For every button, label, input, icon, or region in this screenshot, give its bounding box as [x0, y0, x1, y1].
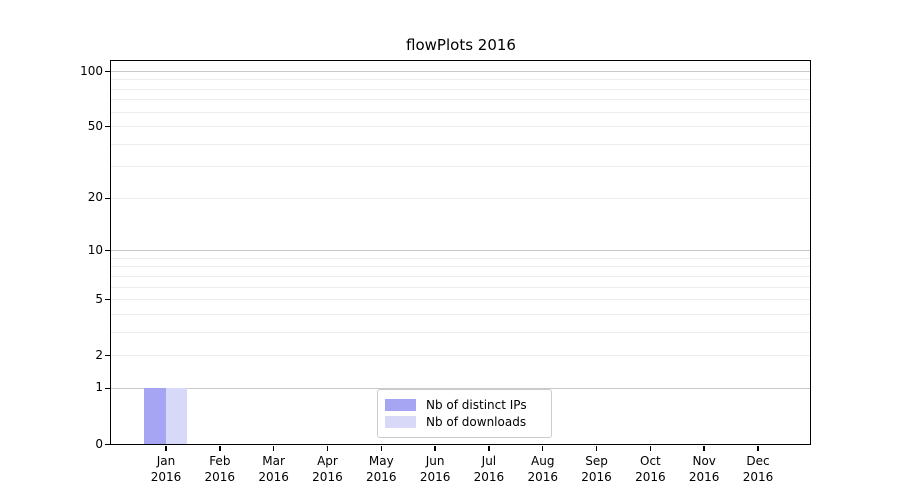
legend-swatch-distinct-ips [385, 398, 416, 411]
x-tick-mark-oct [649, 446, 652, 451]
x-tick-mark-feb [219, 446, 221, 451]
legend-swatch-downloads [385, 415, 416, 428]
legend-label-downloads: Nb of downloads [426, 414, 527, 429]
minor-gridline-30 [111, 166, 810, 168]
chart-title: flowPlots 2016 [406, 36, 516, 54]
bar-nb-of-downloads-jan [165, 387, 187, 444]
major-gridline-100 [111, 71, 810, 72]
legend-item-distinct-ips: Nb of distinct IPs [385, 396, 543, 413]
minor-gridline-6 [111, 286, 810, 288]
x-tick-label-jan: Jan 2016 [150, 454, 182, 484]
x-tick-label-apr: Apr 2016 [312, 454, 343, 484]
minor-gridline-4 [111, 313, 810, 315]
y-tick-mark-0 [105, 443, 110, 446]
y-tick-label-50: 50 [87, 118, 103, 133]
major-gridline-10 [111, 250, 810, 252]
minor-gridline-7 [111, 275, 810, 277]
legend: Nb of distinct IPs Nb of downloads [377, 389, 552, 438]
x-tick-mark-jun [434, 446, 436, 451]
legend-label-distinct-ips: Nb of distinct IPs [426, 397, 527, 412]
x-tick-mark-apr [326, 446, 329, 451]
x-tick-mark-mar [272, 446, 275, 451]
x-tick-mark-sep [595, 446, 598, 451]
y-tick-label-0: 0 [95, 436, 103, 451]
minor-gridline-90 [111, 79, 810, 81]
x-tick-label-mar: Mar 2016 [258, 454, 289, 484]
minor-gridline-5 [111, 299, 810, 301]
y-tick-mark-10 [105, 249, 110, 252]
minor-gridline-50 [111, 126, 810, 128]
x-tick-label-jun: Jun 2016 [419, 454, 451, 484]
x-tick-mark-aug [541, 446, 544, 451]
x-tick-label-aug: Aug 2016 [527, 454, 558, 484]
x-tick-mark-may [380, 446, 383, 451]
y-tick-mark-1 [105, 387, 110, 390]
y-tick-label-5: 5 [95, 291, 103, 306]
y-tick-label-10: 10 [87, 242, 103, 257]
y-tick-mark-5 [105, 298, 110, 301]
bar-nb-of-distinct-ips-jan [144, 387, 166, 444]
y-tick-mark-2 [105, 354, 110, 357]
x-tick-mark-jul [488, 446, 490, 451]
x-tick-mark-jan [165, 446, 167, 451]
minor-gridline-9 [111, 257, 810, 259]
x-tick-label-may: May 2016 [365, 454, 397, 484]
minor-gridline-2 [111, 355, 810, 357]
plot-area: Nb of distinct IPs Nb of downloads [110, 60, 811, 445]
minor-gridline-70 [111, 99, 810, 101]
y-tick-label-20: 20 [87, 190, 103, 205]
minor-gridline-8 [111, 266, 810, 268]
y-tick-label-1: 1 [95, 380, 103, 395]
x-tick-label-oct: Oct 2016 [635, 454, 666, 484]
x-tick-label-sep: Sep 2016 [581, 454, 612, 484]
minor-gridline-40 [111, 143, 810, 145]
y-tick-mark-100 [105, 70, 110, 73]
minor-gridline-60 [111, 111, 810, 113]
x-tick-mark-nov [703, 446, 705, 451]
y-tick-label-100: 100 [80, 63, 103, 78]
y-tick-mark-50 [105, 125, 110, 128]
x-tick-mark-dec [757, 446, 759, 451]
major-gridline-1 [111, 387, 810, 389]
y-tick-label-2: 2 [95, 347, 103, 362]
x-tick-label-jul: Jul 2016 [473, 454, 505, 484]
y-tick-mark-20 [105, 197, 110, 200]
minor-gridline-20 [111, 197, 810, 199]
x-tick-label-feb: Feb 2016 [204, 454, 236, 484]
minor-gridline-80 [111, 88, 810, 90]
x-tick-label-dec: Dec 2016 [742, 454, 774, 484]
x-tick-label-nov: Nov 2016 [688, 454, 720, 484]
minor-gridline-3 [111, 331, 810, 333]
legend-item-downloads: Nb of downloads [385, 413, 543, 430]
